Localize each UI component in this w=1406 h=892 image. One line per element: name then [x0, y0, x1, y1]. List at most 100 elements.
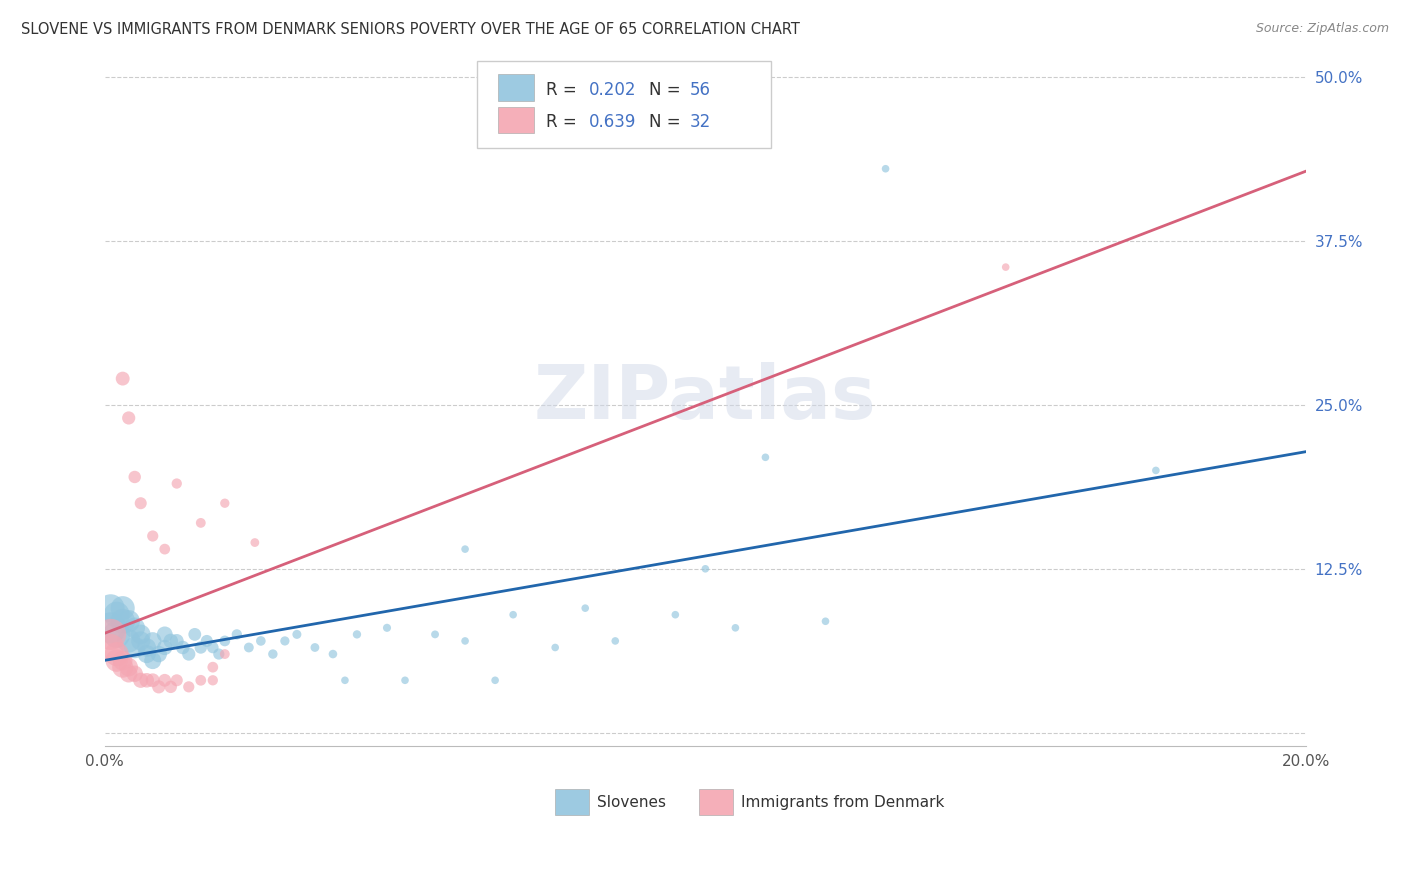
Point	[190, 516, 212, 530]
Point	[190, 640, 212, 655]
Point	[304, 640, 326, 655]
Point	[100, 601, 122, 615]
Point	[754, 450, 776, 465]
Text: Slovenes: Slovenes	[598, 796, 666, 811]
FancyBboxPatch shape	[555, 789, 589, 815]
Point	[166, 673, 188, 688]
Point	[100, 640, 122, 655]
Point	[190, 673, 212, 688]
Point	[135, 640, 157, 655]
Point	[574, 601, 596, 615]
Text: 32: 32	[690, 113, 711, 131]
Text: R =: R =	[546, 80, 582, 99]
Point	[375, 621, 398, 635]
Text: N =: N =	[650, 113, 686, 131]
Point	[184, 627, 207, 641]
Point	[166, 634, 188, 648]
Point	[124, 666, 146, 681]
Point	[333, 673, 356, 688]
Point	[118, 660, 141, 674]
Point	[238, 640, 260, 655]
Point	[111, 654, 134, 668]
Point	[100, 627, 122, 641]
FancyBboxPatch shape	[498, 107, 533, 134]
Point	[159, 680, 181, 694]
Point	[100, 621, 122, 635]
Point	[544, 640, 567, 655]
Point	[243, 535, 266, 549]
Text: 0.202: 0.202	[589, 80, 637, 99]
Point	[129, 496, 152, 510]
Text: ZIPatlas: ZIPatlas	[534, 362, 877, 434]
Text: R =: R =	[546, 113, 582, 131]
Point	[118, 411, 141, 425]
Point	[695, 562, 717, 576]
Point	[129, 627, 152, 641]
Text: N =: N =	[650, 80, 686, 99]
Point	[142, 634, 165, 648]
Point	[214, 634, 236, 648]
Point	[148, 647, 170, 661]
Point	[142, 529, 165, 543]
Point	[285, 627, 308, 641]
Point	[484, 673, 506, 688]
Point	[814, 614, 837, 628]
Point	[394, 673, 416, 688]
Text: 56: 56	[690, 80, 711, 99]
Point	[724, 621, 747, 635]
Text: Source: ZipAtlas.com: Source: ZipAtlas.com	[1256, 22, 1389, 36]
Point	[454, 634, 477, 648]
Point	[124, 470, 146, 484]
Point	[105, 607, 128, 622]
Point	[159, 634, 181, 648]
Point	[225, 627, 247, 641]
Point	[214, 647, 236, 661]
Point	[142, 673, 165, 688]
Point	[111, 614, 134, 628]
Point	[1144, 463, 1167, 477]
Point	[153, 627, 176, 641]
Point	[208, 647, 231, 661]
FancyBboxPatch shape	[477, 62, 772, 148]
Point	[250, 634, 273, 648]
Point	[105, 654, 128, 668]
Point	[148, 680, 170, 694]
Point	[105, 627, 128, 641]
Point	[135, 647, 157, 661]
Point	[346, 627, 368, 641]
Text: Immigrants from Denmark: Immigrants from Denmark	[741, 796, 945, 811]
Point	[124, 640, 146, 655]
Point	[502, 607, 524, 622]
Point	[875, 161, 897, 176]
Point	[135, 673, 157, 688]
Point	[166, 476, 188, 491]
Point	[201, 660, 224, 674]
Point	[153, 542, 176, 557]
Point	[214, 496, 236, 510]
Point	[111, 371, 134, 385]
Point	[454, 542, 477, 557]
Point	[605, 634, 627, 648]
Point	[201, 673, 224, 688]
Point	[195, 634, 218, 648]
Point	[274, 634, 297, 648]
Point	[105, 647, 128, 661]
Point	[423, 627, 446, 641]
Point	[118, 614, 141, 628]
Point	[262, 647, 284, 661]
Point	[129, 634, 152, 648]
Point	[142, 654, 165, 668]
Point	[177, 680, 200, 694]
Point	[111, 660, 134, 674]
Point	[177, 647, 200, 661]
Point	[124, 621, 146, 635]
Point	[153, 640, 176, 655]
Point	[664, 607, 686, 622]
Point	[111, 601, 134, 615]
Text: 0.639: 0.639	[589, 113, 636, 131]
FancyBboxPatch shape	[699, 789, 733, 815]
Point	[994, 260, 1017, 274]
Point	[153, 673, 176, 688]
Point	[118, 634, 141, 648]
FancyBboxPatch shape	[498, 74, 533, 101]
